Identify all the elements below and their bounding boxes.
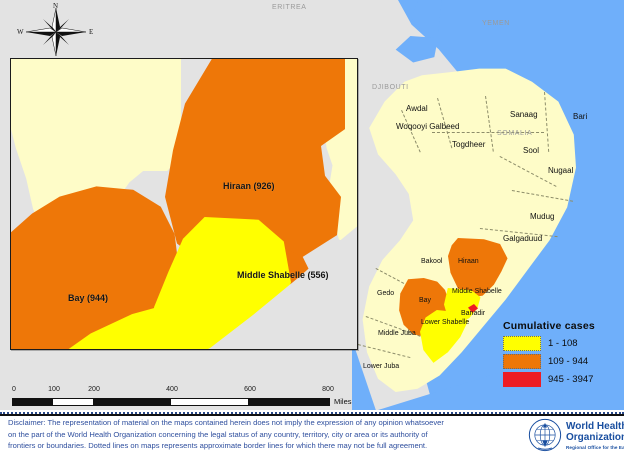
disclaimer-text: Disclaimer: The representation of materi… [8,417,508,452]
region-label-middle-shabelle: Middle Shabelle [452,288,502,295]
region-label-togdheer: Togdheer [452,140,486,149]
gulf-of-aden-water [395,36,438,63]
scale-segment [52,398,93,406]
who-name-line-1: World Health [566,420,624,432]
region-fill-banadir [468,304,478,313]
country-label-djibouti: DJIBOUTI [372,84,409,91]
scale-segment [170,398,248,406]
legend-swatch-low [503,336,541,351]
region-label-nugaal: Nugaal [548,166,574,175]
disclaimer-line-1: Disclaimer: The representation of materi… [8,418,444,427]
legend-item-mid: 109 - 944 [503,354,621,369]
region-label-gedo: Gedo [377,290,395,297]
who-regional-office: Regional Office for the Eastern Mediterr… [566,444,624,450]
region-label-middle-juba: Middle Juba [378,330,416,337]
compass-east-label: E [89,28,94,36]
inset-shape-banadir [233,349,259,350]
inset-detail-map: Hiraan (926) Middle Shabelle (556) Bay (… [10,58,358,350]
scale-segment [247,398,331,406]
region-label-bakool: Bakool [421,258,443,265]
scale-unit-label: Miles [334,397,352,406]
legend-item-low: 1 - 108 [503,336,621,351]
region-label-mudug: Mudug [530,212,555,221]
compass-rose: N W E [14,2,98,58]
legend-label-mid: 109 - 944 [548,356,589,367]
region-label-bay: Bay [419,297,432,304]
disclaimer-line-2: on the part of the World Health Organiza… [8,429,428,439]
country-label-somalia: SOMALIA [497,130,533,137]
region-label-banadir: Banadir [461,310,486,317]
scale-bar-segments [12,398,331,406]
region-label-hiraan: Hiraan [458,258,479,265]
compass-north-label: N [53,2,59,10]
scale-tick-400: 400 [166,386,178,393]
who-logo-text: World Health Organization Regional Offic… [566,421,624,450]
who-name-line-2: Organization [566,431,624,443]
compass-rose-icon [25,7,87,57]
country-label-eritrea: ERITREA [272,4,307,11]
region-label-bari: Bari [573,112,588,121]
inset-label-hiraan: Hiraan (926) [223,181,275,191]
who-emblem-icon [528,418,562,452]
scale-tick-0: 0 [12,386,16,393]
region-label-sool: Sool [523,146,540,155]
scale-tick-labels: 0 100 200 400 600 800 [12,386,342,397]
region-label-lower-juba: Lower Juba [363,363,400,370]
scale-tick-800: 800 [322,386,334,393]
scale-tick-600: 600 [244,386,256,393]
scale-segment [92,398,171,406]
legend-swatch-high [503,372,541,387]
scale-tick-100: 100 [48,386,60,393]
region-label-galgaduud: Galgaduud [503,234,543,243]
scale-bar: 0 100 200 400 600 800 Miles [12,386,352,410]
legend: Cumulative cases 1 - 108 109 - 944 945 -… [503,320,621,390]
region-label-sanaag: Sanaag [510,110,538,119]
inset-label-bay: Bay (944) [68,293,109,303]
region-label-lower-shabelle: Lower Shabelle [421,319,470,326]
disclaimer-band: Disclaimer: The representation of materi… [0,412,624,457]
scale-segment [12,398,53,406]
who-logo: World Health Organization Regional Offic… [528,418,624,452]
legend-item-high: 945 - 3947 [503,372,621,387]
scale-tick-200: 200 [88,386,100,393]
region-label-woqooyi-galbeed: Woqooyi Galbeed [396,122,460,131]
legend-title: Cumulative cases [503,320,595,332]
legend-swatch-mid [503,354,541,369]
country-label-yemen: YEMEN [482,20,510,27]
disclaimer-top-rule [0,414,624,416]
region-label-awdal: Awdal [406,104,428,113]
legend-label-low: 1 - 108 [548,338,578,349]
inset-label-middle-shabelle: Middle Shabelle (556) [237,270,329,280]
legend-label-high: 945 - 3947 [548,374,594,385]
disclaimer-line-3: frontiers or boundaries. Dotted lines on… [8,441,428,451]
region-boundary [432,132,544,133]
compass-west-label: W [17,28,24,36]
